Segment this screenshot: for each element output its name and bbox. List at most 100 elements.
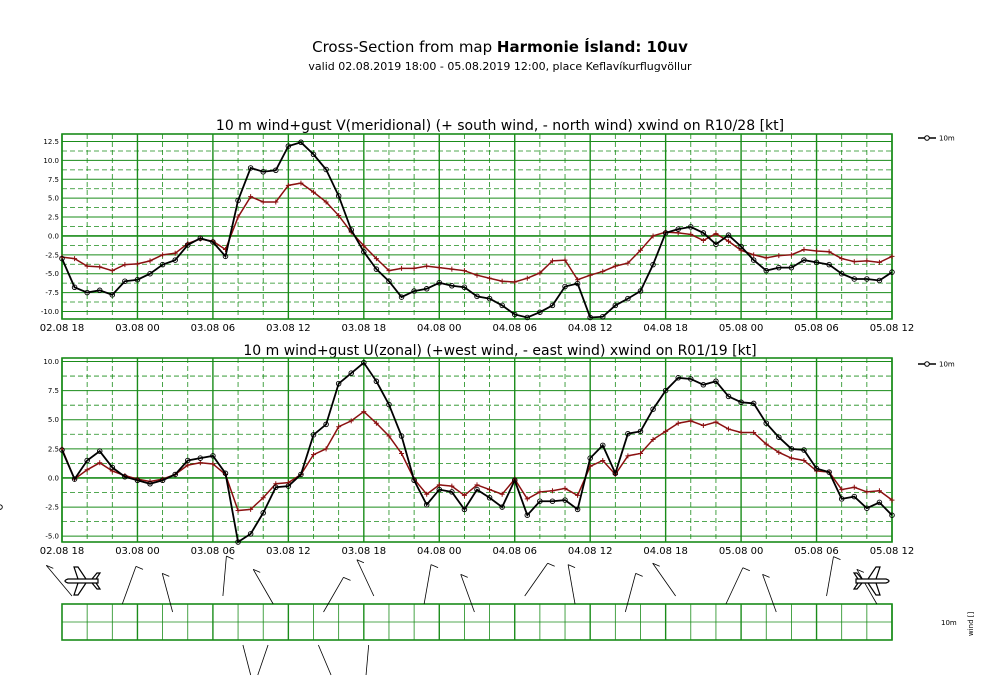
wind-point — [449, 283, 455, 289]
wind-point — [713, 378, 719, 385]
gust-point — [876, 259, 882, 265]
gust-point — [399, 265, 405, 271]
x-tick-label: 05.08 00 — [719, 323, 764, 334]
gust-point — [562, 257, 568, 263]
airplane-shape — [64, 566, 102, 596]
gust-point — [436, 265, 442, 271]
gust-point — [537, 270, 543, 276]
wind-point — [197, 235, 204, 241]
gust-point — [336, 213, 342, 219]
legend-label: 10m — [939, 135, 955, 143]
gust-point — [499, 491, 505, 497]
gust-point — [449, 483, 455, 489]
wind-point — [185, 242, 191, 248]
wind-point — [134, 276, 141, 283]
gust-point — [424, 491, 430, 497]
gust-point — [361, 243, 367, 249]
gust-point — [248, 194, 254, 200]
gust-point — [474, 272, 480, 278]
wind-point — [486, 494, 493, 501]
wind-point — [285, 483, 292, 489]
wind-point — [109, 464, 116, 471]
wind-barb-flag — [742, 567, 751, 572]
wind-point — [122, 474, 128, 480]
gust-point — [461, 492, 467, 498]
wind-barb — [45, 565, 73, 597]
wind-barb-flag — [226, 555, 234, 560]
wind-point — [537, 498, 543, 504]
wind-point — [662, 387, 669, 394]
wind-point — [335, 193, 342, 199]
wind-point — [361, 249, 367, 255]
y-tick-label: 5.0 — [48, 416, 59, 424]
wind-barb — [161, 573, 173, 613]
wind-point — [310, 432, 317, 438]
gust-point — [336, 424, 342, 430]
gust-point — [97, 460, 103, 466]
wind-point — [838, 270, 845, 277]
wind-barb — [121, 566, 137, 605]
wind-barb-flag — [762, 574, 770, 578]
gust-point — [587, 272, 593, 278]
meridional-wind-panel: 10 m wind+gust V(meridional) (+ south wi… — [40, 118, 955, 334]
x-tick-label: 05.08 06 — [794, 323, 839, 334]
wind-point — [625, 295, 631, 302]
wind-point — [524, 314, 531, 321]
y-tick-label: 10.0 — [43, 358, 59, 366]
x-tick-label: 04.08 18 — [643, 323, 688, 334]
gust-point — [235, 508, 241, 514]
wind-point — [210, 453, 216, 459]
wind-point — [801, 447, 807, 453]
wind-point — [436, 280, 443, 286]
gust-point — [411, 265, 417, 271]
wind-barb — [252, 569, 274, 605]
gust-point — [248, 506, 254, 512]
wind-point — [688, 224, 694, 230]
wind-point — [675, 226, 681, 232]
gust-point — [285, 480, 291, 486]
wind-point — [650, 261, 656, 268]
wind-point — [688, 376, 694, 382]
wind-barb — [725, 567, 744, 605]
wind-point — [59, 255, 65, 262]
wind-point — [247, 531, 254, 537]
y-tick-label: -5.0 — [45, 270, 59, 278]
wind-point — [335, 380, 342, 387]
wind-point — [386, 278, 392, 284]
wind-point — [373, 378, 380, 385]
y-tick-label: 2.5 — [48, 445, 59, 453]
wind-point — [549, 498, 556, 504]
wind-point — [851, 493, 858, 500]
wind-point — [423, 286, 430, 292]
wind-point — [625, 430, 631, 437]
legend-marker — [924, 361, 930, 367]
gust-point — [436, 482, 442, 488]
wind-point — [612, 470, 619, 477]
gust-point — [386, 268, 392, 274]
gust-point — [851, 484, 857, 490]
gust-point — [776, 253, 782, 259]
gust-point — [814, 248, 820, 254]
gust-point — [109, 268, 115, 274]
wind-point — [763, 267, 769, 274]
x-tick-label: 03.08 18 — [342, 323, 387, 334]
gust-point — [72, 256, 78, 262]
gust-point — [260, 199, 266, 205]
x-tick-label: 03.08 12 — [266, 323, 311, 334]
wind-barb — [856, 569, 878, 605]
y-tick-label: -7.5 — [45, 289, 59, 297]
wind-point — [499, 504, 505, 510]
gust-point — [537, 489, 543, 495]
wind-point — [398, 294, 405, 300]
wind-point — [511, 477, 518, 484]
wind-point — [700, 382, 707, 388]
gust-point — [549, 258, 555, 264]
wind-point — [738, 243, 744, 250]
wind-point — [423, 501, 430, 508]
gust-point — [84, 467, 90, 473]
gust-point — [474, 482, 480, 488]
x-tick-label: 04.08 12 — [568, 546, 613, 557]
wind-point — [84, 457, 90, 464]
y-tick-label: 2.5 — [48, 214, 59, 222]
gust-point — [524, 275, 530, 281]
